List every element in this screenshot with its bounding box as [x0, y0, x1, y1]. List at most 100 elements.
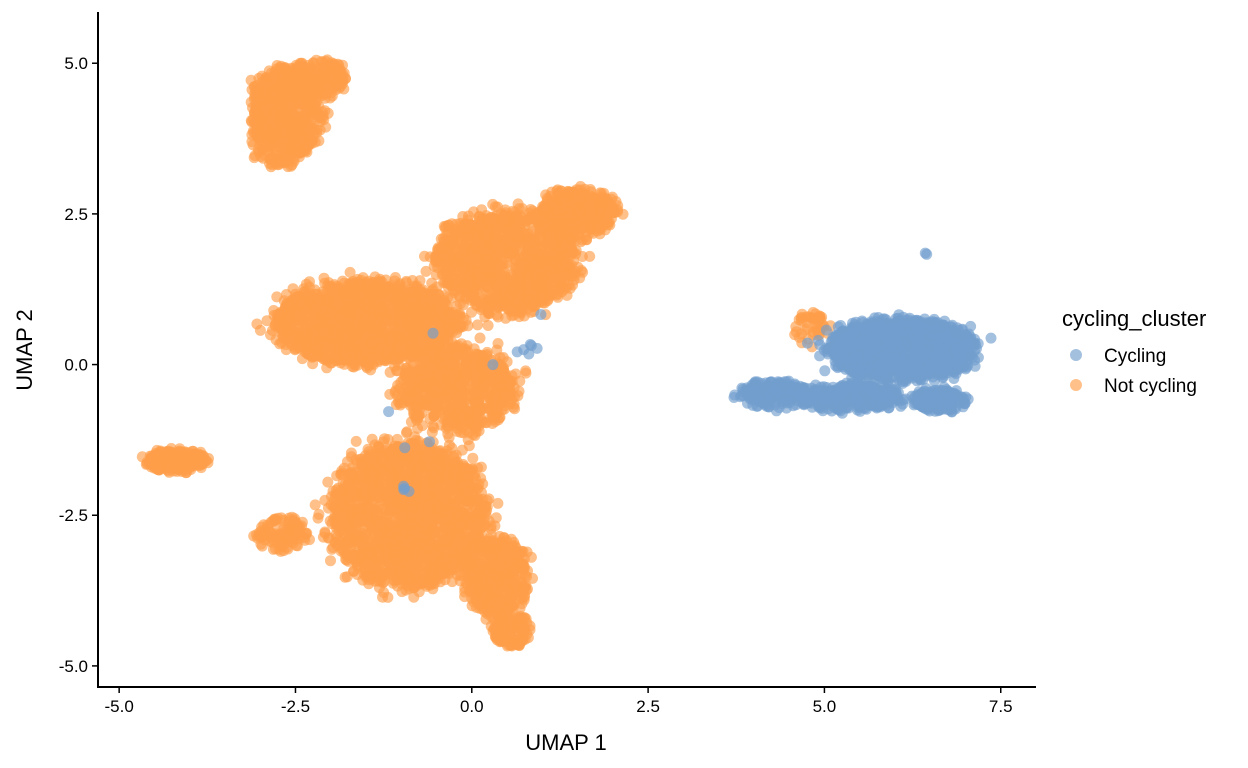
point-not-cycling	[473, 251, 485, 263]
point-not-cycling	[267, 89, 279, 101]
point-not-cycling	[479, 391, 491, 403]
point-not-cycling	[435, 303, 447, 315]
point-not-cycling	[513, 228, 525, 240]
point-not-cycling	[555, 185, 567, 197]
point-not-cycling	[560, 257, 572, 269]
point-not-cycling	[294, 134, 305, 146]
point-not-cycling	[299, 114, 311, 125]
point-not-cycling	[463, 210, 474, 222]
point-not-cycling	[400, 367, 412, 379]
point-not-cycling	[486, 418, 498, 429]
point-not-cycling	[392, 396, 404, 408]
point-not-cycling	[351, 339, 363, 351]
point-not-cycling	[455, 377, 467, 389]
point-not-cycling	[319, 71, 331, 83]
point-not-cycling	[271, 291, 283, 303]
point-not-cycling	[415, 364, 427, 376]
point-not-cycling	[452, 340, 464, 351]
point-not-cycling	[514, 288, 526, 300]
point-not-cycling	[562, 220, 574, 232]
point-not-cycling	[540, 204, 552, 216]
point-not-cycling	[326, 316, 338, 328]
point-not-cycling	[469, 370, 481, 381]
point-not-cycling	[494, 245, 506, 257]
point-not-cycling	[372, 314, 384, 326]
point-not-cycling	[389, 275, 401, 287]
point-not-cycling	[339, 341, 351, 353]
point-not-cycling	[302, 124, 314, 136]
point-not-cycling	[546, 256, 558, 268]
point-not-cycling	[308, 312, 320, 324]
point-not-cycling	[495, 261, 507, 272]
point-not-cycling	[312, 81, 324, 93]
point-not-cycling	[584, 250, 596, 262]
point-not-cycling	[469, 290, 481, 302]
point-not-cycling	[495, 381, 507, 392]
point-not-cycling	[442, 342, 454, 354]
point-not-cycling	[374, 292, 386, 304]
point-not-cycling	[285, 117, 297, 129]
point-not-cycling	[320, 121, 332, 133]
point-not-cycling	[528, 250, 540, 262]
point-not-cycling	[426, 426, 438, 438]
point-not-cycling	[251, 96, 263, 108]
point-not-cycling	[580, 231, 592, 243]
point-not-cycling	[398, 314, 410, 326]
point-not-cycling	[420, 265, 432, 277]
point-not-cycling	[307, 57, 319, 69]
point-not-cycling	[516, 203, 528, 215]
point-not-cycling	[415, 284, 427, 296]
point-not-cycling	[414, 275, 426, 287]
point-not-cycling	[396, 344, 408, 356]
point-not-cycling	[274, 95, 286, 107]
point-not-cycling	[476, 351, 488, 363]
point-not-cycling	[504, 248, 516, 259]
point-not-cycling	[602, 202, 614, 214]
point-not-cycling	[514, 260, 525, 272]
point-not-cycling	[289, 84, 301, 96]
point-not-cycling	[423, 393, 435, 405]
point-not-cycling	[499, 370, 511, 382]
point-not-cycling	[442, 291, 454, 303]
point-not-cycling	[262, 81, 274, 93]
point-not-cycling	[530, 278, 542, 290]
point-not-cycling	[567, 194, 579, 206]
point-not-cycling	[275, 306, 287, 318]
point-not-cycling	[492, 338, 504, 349]
point-not-cycling	[400, 382, 412, 394]
point-not-cycling	[358, 356, 370, 368]
point-not-cycling	[398, 328, 410, 340]
point-not-cycling	[302, 75, 314, 87]
point-not-cycling	[418, 379, 430, 391]
point-not-cycling	[468, 417, 480, 429]
point-not-cycling	[544, 219, 556, 231]
point-not-cycling	[437, 242, 449, 254]
point-not-cycling	[406, 295, 418, 307]
point-not-cycling	[372, 342, 384, 354]
point-not-cycling	[526, 260, 538, 272]
point-not-cycling	[318, 272, 330, 284]
point-not-cycling	[251, 318, 263, 330]
point-not-cycling	[530, 294, 542, 305]
point-not-cycling	[280, 126, 292, 137]
point-not-cycling	[508, 401, 519, 413]
point-not-cycling	[482, 305, 494, 317]
point-not-cycling	[325, 555, 336, 567]
point-not-cycling	[552, 208, 564, 220]
point-not-cycling	[457, 261, 469, 273]
point-not-cycling	[584, 184, 596, 195]
point-not-cycling	[474, 332, 486, 344]
point-not-cycling	[453, 290, 465, 302]
point-not-cycling	[276, 320, 288, 332]
point-not-cycling	[385, 314, 396, 326]
point-not-cycling	[506, 306, 517, 318]
point-not-cycling	[520, 367, 532, 379]
scatter-points	[136, 54, 997, 652]
point-not-cycling	[358, 327, 370, 339]
point-not-cycling	[322, 476, 334, 488]
point-not-cycling	[388, 296, 400, 308]
point-not-cycling	[297, 337, 309, 349]
point-not-cycling	[427, 288, 439, 300]
point-not-cycling	[446, 416, 458, 428]
